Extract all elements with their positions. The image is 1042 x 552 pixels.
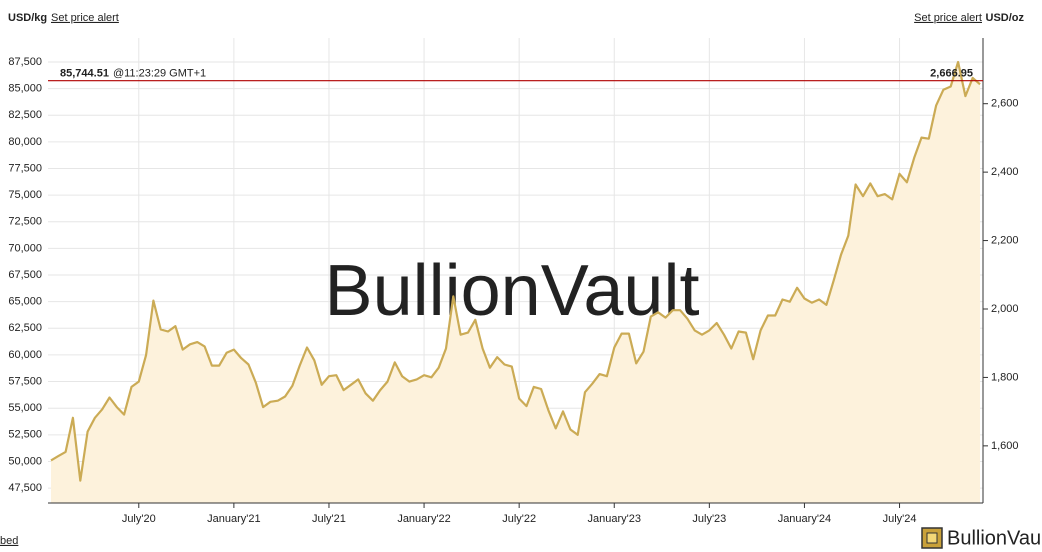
price-alert-link[interactable]: Set price alert [51,12,119,24]
y-tick-label: 70,000 [8,242,42,254]
y-tick-label: 52,500 [8,429,42,441]
x-tick-label: July'24 [883,513,917,525]
x-tick-label: January'22 [397,513,450,525]
y-tick-label: 85,000 [8,83,42,95]
left-axis-label: USD/kg [8,12,47,24]
y2-tick-label: 2,200 [991,234,1019,246]
y-tick-label: 55,000 [8,402,42,414]
y-tick-label: 82,500 [8,109,42,121]
y-tick-label: 65,000 [8,296,42,308]
y2-tick-label: 2,400 [991,166,1019,178]
x-tick-label: July'20 [122,513,156,525]
price-label-oz: 2,666.95 [930,68,973,80]
price-time: @11:23:29 GMT+1 [113,68,206,80]
logo-text: BullionVault [947,527,1042,549]
right-axis-label: USD/oz [986,12,1025,24]
x-tick-label: July'23 [692,513,726,525]
watermark: BullionVault [325,251,700,331]
area [51,62,980,503]
y-tick-label: 87,500 [8,56,42,68]
x-tick-label: January'21 [207,513,260,525]
y2-tick-label: 1,600 [991,440,1019,452]
x-tick-label: January'23 [588,513,641,525]
y2-tick-label: 2,000 [991,303,1019,315]
x-tick-label: July'22 [502,513,536,525]
y-tick-label: 75,000 [8,189,42,201]
y-tick-label: 57,500 [8,375,42,387]
y2-tick-label: 2,600 [991,98,1019,110]
y-tick-label: 62,500 [8,322,42,334]
embed-link[interactable]: bed [0,535,18,547]
y-tick-label: 47,500 [8,482,42,494]
logo-icon-inner [926,532,938,544]
y-tick-label: 80,000 [8,136,42,148]
line [50,60,981,482]
y2-tick-label: 1,800 [991,371,1019,383]
x-tick-label: July'21 [312,513,346,525]
y-tick-label: 60,000 [8,349,42,361]
y-tick-label: 67,500 [8,269,42,281]
y-tick-label: 77,500 [8,162,42,174]
y-tick-label: 72,500 [8,216,42,228]
price-alert-link[interactable]: Set price alert [914,12,982,24]
y-tick-label: 50,000 [8,455,42,467]
x-tick-label: January'24 [778,513,831,525]
price-label: 85,744.51 [60,68,109,80]
